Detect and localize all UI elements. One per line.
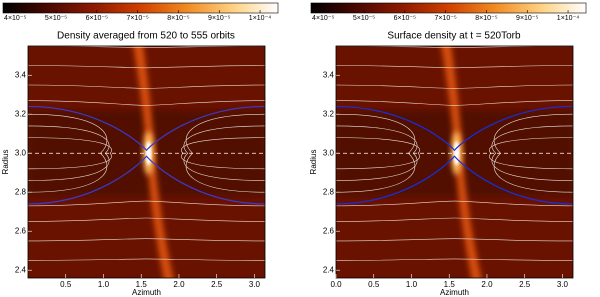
chart-title: Density averaged from 520 to 555 orbits xyxy=(57,31,235,42)
density-field xyxy=(336,46,573,278)
y-tick-label: 2.4 xyxy=(323,265,335,274)
streamline xyxy=(28,238,265,242)
streamline xyxy=(336,84,573,89)
streamline xyxy=(28,84,265,89)
streamline xyxy=(491,125,573,181)
x-tick-label: 1.5 xyxy=(136,280,148,289)
x-tick-label: 2.0 xyxy=(481,280,493,289)
colorbar-tick-label: 5×10⁻⁵ xyxy=(45,15,67,22)
streamline xyxy=(336,200,573,207)
x-tick-label: 2.5 xyxy=(211,280,223,289)
colorbar-tick-label: 4×10⁻⁵ xyxy=(312,15,334,22)
streamline xyxy=(28,137,112,170)
y-tick-label: 3.4 xyxy=(323,70,335,79)
y-tick-label: 3.4 xyxy=(15,70,27,79)
colorbar-tick-label: 6×10⁻⁵ xyxy=(86,15,108,22)
colorbar xyxy=(310,2,587,14)
y-tick-label: 3.0 xyxy=(323,148,335,157)
x-tick-label: 3.0 xyxy=(249,280,261,289)
x-tick-label: 1.0 xyxy=(98,280,110,289)
colorbar-tick-label: 7×10⁻⁵ xyxy=(434,15,456,22)
panel: 4×10⁻⁵ 5×10⁻⁵ 6×10⁻⁵ 7×10⁻⁵ 8×10⁻⁵ 9×10⁻⁵ 1×10… xyxy=(309,2,587,297)
streamline xyxy=(183,125,265,181)
colorbar-tick-label: 8×10⁻⁵ xyxy=(475,15,497,22)
colorbar-tick-label: 6×10⁻⁵ xyxy=(394,15,416,22)
separatrix xyxy=(28,155,265,205)
colorbar-tick-label: 4×10⁻⁵ xyxy=(4,15,26,22)
y-tick-label: 3.2 xyxy=(15,109,27,118)
streamline xyxy=(336,137,420,170)
wake xyxy=(133,46,174,278)
panel: 4×10⁻⁵ 5×10⁻⁵ 6×10⁻⁵ 7×10⁻⁵ 8×10⁻⁵ 9×10⁻⁵ 1×10… xyxy=(1,2,279,297)
colorbar-tick-label: 7×10⁻⁵ xyxy=(126,15,148,22)
streamline xyxy=(336,217,573,222)
chart-title: Surface density at t = 520Torb xyxy=(387,31,521,42)
y-tick-label: 2.8 xyxy=(323,187,335,196)
streamline xyxy=(28,200,265,207)
x-tick-label: 1.0 xyxy=(406,280,418,289)
streamline xyxy=(28,258,265,261)
x-tick-label: 0.0 xyxy=(330,280,342,289)
y-tick-label: 3.2 xyxy=(323,109,335,118)
density-field xyxy=(28,46,265,278)
separatrix xyxy=(336,155,573,205)
plot-frame xyxy=(335,45,574,279)
x-tick-label: 0.5 xyxy=(368,280,380,289)
colorbar-tick-label: 9×10⁻⁵ xyxy=(208,15,230,22)
x-tick-label: 2.0 xyxy=(173,280,185,289)
x-axis-label: Azimuth xyxy=(132,288,161,297)
streamline xyxy=(336,258,573,261)
plot-frame xyxy=(27,45,266,279)
y-tick-label: 2.4 xyxy=(15,265,27,274)
colorbar-tick-label: 1×10⁻⁴ xyxy=(557,15,579,22)
y-axis-label: Radius xyxy=(1,150,10,175)
x-tick-label: 2.5 xyxy=(519,280,531,289)
x-axis-label: Azimuth xyxy=(440,288,469,297)
x-tick-label: 0.5 xyxy=(60,280,72,289)
wake xyxy=(441,46,482,278)
colorbar-tick-label: 1×10⁻⁴ xyxy=(249,15,271,22)
colorbar-tick-label: 8×10⁻⁵ xyxy=(167,15,189,22)
streamline xyxy=(28,65,265,69)
field-inner xyxy=(28,46,265,278)
y-axis-label: Radius xyxy=(309,150,318,175)
x-tick-label: 3.0 xyxy=(557,280,569,289)
colorbar-tick-label: 5×10⁻⁵ xyxy=(353,15,375,22)
field-inner xyxy=(336,46,573,278)
streamline xyxy=(28,100,265,106)
streamline xyxy=(336,65,573,69)
streamline xyxy=(28,217,265,222)
y-tick-label: 2.6 xyxy=(15,226,27,235)
y-tick-label: 2.8 xyxy=(15,187,27,196)
separatrix xyxy=(28,105,265,152)
colorbar-tick-label: 9×10⁻⁵ xyxy=(516,15,538,22)
x-tick-label: 1.5 xyxy=(444,280,456,289)
separatrix xyxy=(336,105,573,152)
y-tick-label: 3.0 xyxy=(15,148,27,157)
colorbar xyxy=(2,2,279,14)
y-tick-label: 2.6 xyxy=(323,226,335,235)
streamline xyxy=(336,100,573,106)
streamline xyxy=(336,238,573,242)
